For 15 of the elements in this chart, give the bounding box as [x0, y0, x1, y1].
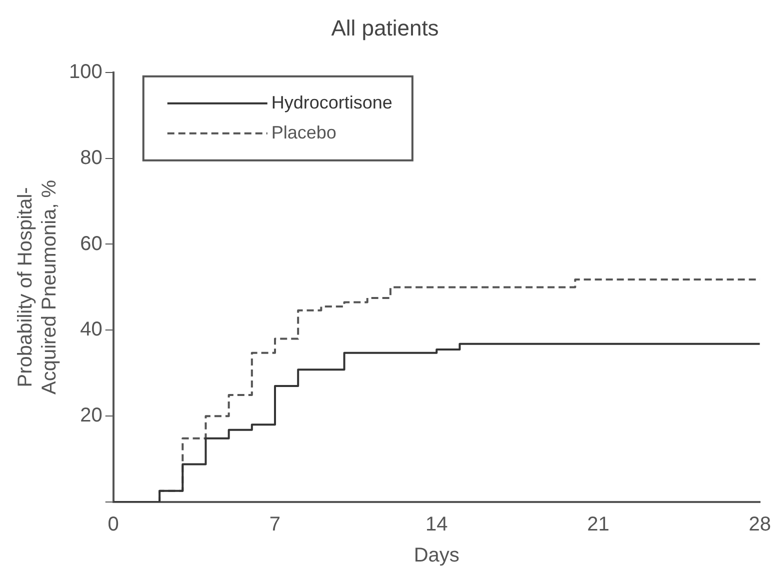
x-tick-label: 0	[108, 514, 119, 536]
x-tick-label: 21	[587, 514, 610, 536]
x-tick-label: 28	[748, 514, 771, 536]
y-tick-label: 40	[80, 318, 102, 341]
x-axis-title: Days	[414, 544, 460, 567]
text: Hydrocortisone	[271, 92, 392, 112]
text: Placebo	[271, 122, 336, 142]
x-tick-label: 7	[269, 514, 281, 536]
y-tick-label: 60	[80, 232, 102, 255]
y-axis-title: Probability of Hospital- Acquired Pneumonia, %	[14, 180, 61, 394]
y-tick-label: 20	[80, 404, 102, 427]
y-tick-label: 80	[80, 146, 102, 169]
y-tick-label: 100	[68, 60, 102, 83]
x-tick-label: 14	[426, 514, 448, 536]
chart-title: All patients	[331, 15, 439, 40]
